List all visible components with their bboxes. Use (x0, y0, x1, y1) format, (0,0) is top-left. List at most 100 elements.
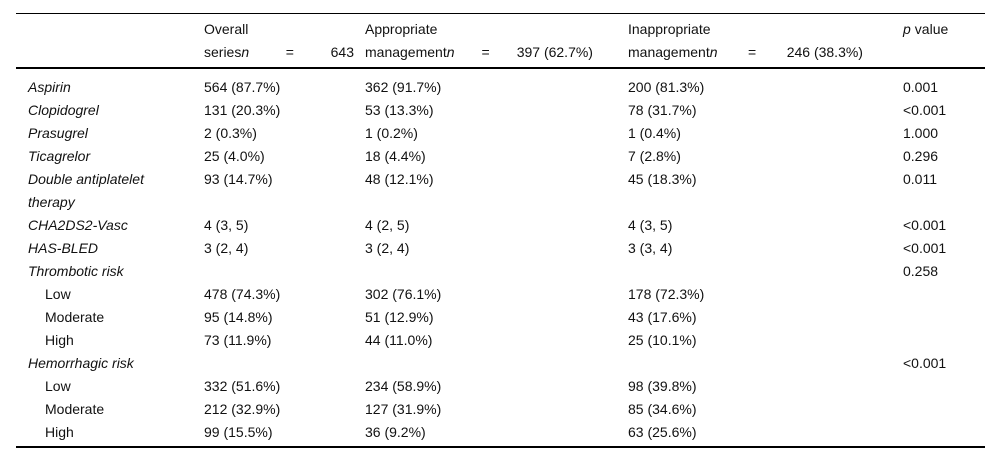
cell-appropriate: 48 (12.1%) (365, 171, 434, 187)
table-row-thrombotic-high: High 73 (11.9%) 44 (11.0%) 25 (10.1%) (16, 329, 985, 352)
cell-appropriate: 36 (9.2%) (365, 424, 426, 440)
table-row-cha2ds2-vasc: CHA2DS2-Vasc 4 (3, 5) 4 (2, 5) 4 (3, 5) … (16, 214, 985, 237)
table-row-hemorrhagic-low: Low 332 (51.6%) 234 (58.9%) 98 (39.8%) (16, 375, 985, 398)
cell-p-value: 0.296 (903, 148, 939, 164)
cell-appropriate: 18 (4.4%) (365, 148, 426, 164)
management-outcomes-table: Overall seriesn = 643 Appropriate manage… (16, 13, 985, 448)
table-row-has-bled: HAS-BLED 3 (2, 4) 3 (2, 4) 3 (3, 4) <0.0… (16, 237, 985, 260)
row-label: Low (45, 378, 71, 394)
cell-p-value: <0.001 (903, 102, 947, 118)
cell-appropriate: 4 (2, 5) (365, 217, 410, 233)
header-appropriate-management: Appropriate managementn = 397 (62.7%) (365, 13, 628, 69)
cell-inappropriate (628, 260, 903, 283)
row-label: Moderate (45, 401, 105, 417)
table-row-thrombotic-risk: Thrombotic risk 0.258 (16, 260, 985, 283)
row-label: Prasugrel (28, 125, 88, 141)
header-overall-series: Overall seriesn = 643 (204, 13, 365, 69)
header-inappropriate-management: Inappropriate managementn = 246 (38.3%) (628, 13, 903, 69)
equals-sign: = (481, 44, 490, 60)
cell-p-value: 0.258 (903, 263, 939, 279)
cell-overall (204, 352, 365, 375)
row-label: High (45, 332, 74, 348)
cell-p-value: 0.011 (903, 171, 937, 187)
cell-inappropriate: 4 (3, 5) (628, 217, 673, 233)
cell-appropriate: 1 (0.2%) (365, 125, 418, 141)
table-row-thrombotic-moderate: Moderate 95 (14.8%) 51 (12.9%) 43 (17.6%… (16, 306, 985, 329)
header-inappropriate-count-line: managementn = 246 (38.3%) (628, 41, 863, 64)
table-body: Aspirin 564 (87.7%) 362 (91.7%) 200 (81.… (16, 68, 985, 447)
cell-p-value (903, 421, 985, 447)
cell-p-value (903, 398, 985, 421)
row-label: Aspirin (28, 79, 71, 95)
table-container: Overall seriesn = 643 Appropriate manage… (16, 13, 985, 448)
cell-p-value: 0.001 (903, 79, 939, 95)
cell-p-value (903, 306, 985, 329)
cell-overall: 478 (74.3%) (204, 286, 281, 302)
row-label: CHA2DS2-Vasc (28, 217, 128, 233)
cell-p-value: 1.000 (903, 125, 939, 141)
table-row-clopidogrel: Clopidogrel 131 (20.3%) 53 (13.3%) 78 (3… (16, 99, 985, 122)
header-inappropriate-n-value: 246 (38.3%) (786, 44, 863, 60)
header-appropriate-count-line: managementn = 397 (62.7%) (365, 41, 593, 64)
cell-appropriate: 362 (91.7%) (365, 79, 442, 95)
row-label: Double antiplatelet therapy (28, 171, 144, 210)
cell-p-value (903, 283, 985, 306)
header-inappropriate-title: Inappropriate (628, 21, 711, 37)
cell-p-value: <0.001 (903, 240, 947, 256)
cell-overall: 564 (87.7%) (204, 79, 281, 95)
cell-overall: 131 (20.3%) (204, 102, 281, 118)
cell-inappropriate: 178 (72.3%) (628, 286, 705, 302)
header-row: Overall seriesn = 643 Appropriate manage… (16, 13, 985, 69)
table-header: Overall seriesn = 643 Appropriate manage… (16, 13, 985, 69)
cell-overall: 73 (11.9%) (204, 332, 272, 348)
cell-inappropriate: 7 (2.8%) (628, 148, 681, 164)
cell-p-value: <0.001 (903, 355, 947, 371)
table-row-ticagrelor: Ticagrelor 25 (4.0%) 18 (4.4%) 7 (2.8%) … (16, 145, 985, 168)
cell-inappropriate: 25 (10.1%) (628, 332, 697, 348)
cell-inappropriate: 85 (34.6%) (628, 401, 697, 417)
row-label: Clopidogrel (28, 102, 99, 118)
header-p-value: p value (903, 13, 985, 69)
table-row-hemorrhagic-moderate: Moderate 212 (32.9%) 127 (31.9%) 85 (34.… (16, 398, 985, 421)
row-label: Moderate (45, 309, 105, 325)
cell-overall: 212 (32.9%) (204, 401, 281, 417)
table-row-hemorrhagic-risk: Hemorrhagic risk <0.001 (16, 352, 985, 375)
table-row-double-antiplatelet-therapy: Double antiplatelet therapy 93 (14.7%) 4… (16, 168, 985, 214)
row-label: High (45, 424, 74, 440)
row-label: Ticagrelor (28, 148, 91, 164)
cell-inappropriate (628, 352, 903, 375)
cell-p-value: <0.001 (903, 217, 947, 233)
cell-inappropriate: 1 (0.4%) (628, 125, 681, 141)
table-row-prasugrel: Prasugrel 2 (0.3%) 1 (0.2%) 1 (0.4%) 1.0… (16, 122, 985, 145)
cell-appropriate: 234 (58.9%) (365, 378, 442, 394)
cell-p-value (903, 329, 985, 352)
cell-p-value (903, 375, 985, 398)
cell-overall: 95 (14.8%) (204, 309, 273, 325)
cell-overall: 2 (0.3%) (204, 125, 257, 141)
cell-appropriate: 3 (2, 4) (365, 240, 410, 256)
cell-inappropriate: 63 (25.6%) (628, 424, 697, 440)
header-overall-count-line: seriesn = 643 (204, 41, 354, 64)
cell-inappropriate: 45 (18.3%) (628, 171, 697, 187)
table-row-aspirin: Aspirin 564 (87.7%) 362 (91.7%) 200 (81.… (16, 68, 985, 99)
cell-appropriate: 53 (13.3%) (365, 102, 434, 118)
header-overall-n-value: 643 (330, 44, 354, 60)
header-empty (16, 13, 204, 69)
cell-overall: 25 (4.0%) (204, 148, 265, 164)
row-label: Low (45, 286, 71, 302)
cell-overall (204, 260, 365, 283)
cell-overall: 99 (15.5%) (204, 424, 273, 440)
cell-appropriate: 51 (12.9%) (365, 309, 434, 325)
table-row-thrombotic-low: Low 478 (74.3%) 302 (76.1%) 178 (72.3%) (16, 283, 985, 306)
cell-appropriate (365, 260, 628, 283)
row-label: Hemorrhagic risk (28, 355, 134, 371)
cell-inappropriate: 43 (17.6%) (628, 309, 697, 325)
equals-sign: = (285, 44, 294, 60)
cell-inappropriate: 200 (81.3%) (628, 79, 705, 95)
row-label: HAS-BLED (28, 240, 99, 256)
header-appropriate-n-value: 397 (62.7%) (516, 44, 593, 60)
cell-appropriate: 44 (11.0%) (365, 332, 433, 348)
cell-overall: 4 (3, 5) (204, 217, 249, 233)
cell-appropriate (365, 352, 628, 375)
